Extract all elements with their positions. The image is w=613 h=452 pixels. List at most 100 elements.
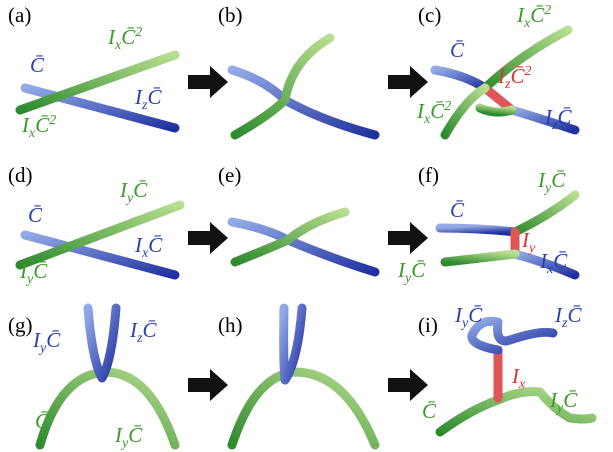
label-main: C̄ bbox=[28, 203, 43, 227]
label-main: C̄ bbox=[35, 409, 50, 433]
panel-label: (a) bbox=[8, 3, 31, 27]
label-main: I bbox=[544, 105, 553, 129]
label-tail: C̄ bbox=[133, 178, 148, 202]
math-label: IzC̄ bbox=[129, 318, 157, 346]
label-tail: C̄ bbox=[430, 99, 445, 123]
label-sub: x bbox=[546, 262, 554, 277]
label-main: I bbox=[19, 259, 28, 283]
label-tail: C̄ bbox=[142, 318, 157, 342]
label-main: C̄ bbox=[450, 198, 465, 222]
label-main: I bbox=[129, 318, 138, 342]
math-label: IzC̄ bbox=[554, 303, 582, 331]
math-label: C̄ bbox=[450, 38, 465, 62]
math-label: IyC̄ bbox=[397, 258, 426, 286]
label-sub: y bbox=[403, 271, 412, 286]
math-label: C̄ bbox=[422, 399, 437, 423]
label-tail: C̄ bbox=[147, 85, 162, 109]
math-label: C̄ bbox=[450, 198, 465, 222]
label-sub: x bbox=[141, 246, 149, 261]
panel-label: (b) bbox=[218, 3, 243, 27]
label-sup: 2 bbox=[444, 99, 451, 114]
label-sub: z bbox=[551, 118, 558, 133]
label-sub: y bbox=[125, 191, 134, 206]
label-tail: C̄ bbox=[468, 303, 483, 327]
math-label: IzC̄ bbox=[134, 85, 162, 113]
label-tail: C̄ bbox=[148, 233, 163, 257]
label-sub: y bbox=[527, 241, 536, 256]
math-label: Ix bbox=[511, 364, 526, 392]
math-label: IzC̄2 bbox=[497, 64, 531, 92]
panel-label: (d) bbox=[8, 163, 33, 187]
label-sub: z bbox=[504, 77, 511, 92]
math-label: IyC̄ bbox=[19, 259, 48, 287]
label-tail: C̄ bbox=[557, 105, 572, 129]
label-sub: x bbox=[114, 38, 122, 53]
label-sub: y bbox=[555, 401, 564, 416]
panel-label: (g) bbox=[8, 313, 33, 337]
label-tail: C̄ bbox=[510, 64, 525, 88]
label-main: I bbox=[134, 233, 143, 257]
label-sub: y bbox=[38, 341, 47, 356]
label-sub: z bbox=[141, 98, 148, 113]
label-tail: C̄ bbox=[46, 328, 61, 352]
panel-label: (i) bbox=[418, 313, 438, 337]
math-label: IxC̄ bbox=[134, 233, 163, 261]
label-main: I bbox=[454, 303, 463, 327]
label-tail: C̄ bbox=[553, 249, 568, 273]
label-sub: y bbox=[460, 316, 469, 331]
panel-label: (c) bbox=[418, 3, 441, 27]
label-sub: y bbox=[543, 181, 552, 196]
label-sub: x bbox=[28, 126, 36, 141]
math-label: IyC̄ bbox=[119, 178, 148, 206]
label-sup: 2 bbox=[524, 64, 531, 79]
panel-label: (e) bbox=[218, 163, 241, 187]
label-sub: y bbox=[25, 272, 34, 287]
math-label: Iy bbox=[521, 228, 536, 256]
label-main: C̄ bbox=[30, 53, 45, 77]
label-main: I bbox=[416, 99, 425, 123]
label-main: I bbox=[32, 328, 41, 352]
label-main: I bbox=[107, 25, 116, 49]
label-sub: y bbox=[120, 436, 129, 451]
label-tail: C̄ bbox=[121, 25, 136, 49]
label-main: I bbox=[549, 388, 558, 412]
label-main: I bbox=[397, 258, 406, 282]
label-main: I bbox=[497, 64, 506, 88]
math-label: IxC̄2 bbox=[516, 3, 551, 31]
math-label: IxC̄2 bbox=[21, 113, 56, 141]
label-main: C̄ bbox=[450, 38, 465, 62]
panel-label: (f) bbox=[418, 163, 439, 187]
label-main: I bbox=[554, 303, 563, 327]
label-tail: C̄ bbox=[530, 3, 545, 27]
label-main: I bbox=[114, 423, 123, 447]
label-main: I bbox=[511, 364, 520, 388]
label-main: I bbox=[539, 249, 548, 273]
label-sup: 2 bbox=[544, 3, 551, 18]
label-sup: 2 bbox=[135, 25, 142, 40]
label-main: I bbox=[516, 3, 525, 27]
math-label: IxC̄2 bbox=[416, 99, 451, 127]
label-main: I bbox=[521, 228, 530, 252]
label-sub: x bbox=[423, 112, 431, 127]
label-main: I bbox=[119, 178, 128, 202]
label-sub: x bbox=[523, 16, 531, 31]
panel-label: (h) bbox=[218, 313, 243, 337]
label-main: C̄ bbox=[422, 399, 437, 423]
label-tail: C̄ bbox=[411, 258, 426, 282]
label-tail: C̄ bbox=[563, 388, 578, 412]
label-sub: z bbox=[136, 331, 143, 346]
label-tail: C̄ bbox=[567, 303, 582, 327]
math-label: IyC̄ bbox=[114, 423, 143, 451]
math-label: C̄ bbox=[35, 409, 50, 433]
math-label: IxC̄ bbox=[539, 249, 568, 277]
math-label: IyC̄ bbox=[454, 303, 483, 331]
label-main: I bbox=[134, 85, 143, 109]
label-tail: C̄ bbox=[551, 168, 566, 192]
math-label: IyC̄ bbox=[32, 328, 61, 356]
label-main: I bbox=[537, 168, 546, 192]
math-label: IyC̄ bbox=[537, 168, 566, 196]
label-tail: C̄ bbox=[35, 113, 50, 137]
math-label: C̄ bbox=[30, 53, 45, 77]
math-label: IyC̄ bbox=[549, 388, 578, 416]
label-sup: 2 bbox=[49, 113, 56, 128]
